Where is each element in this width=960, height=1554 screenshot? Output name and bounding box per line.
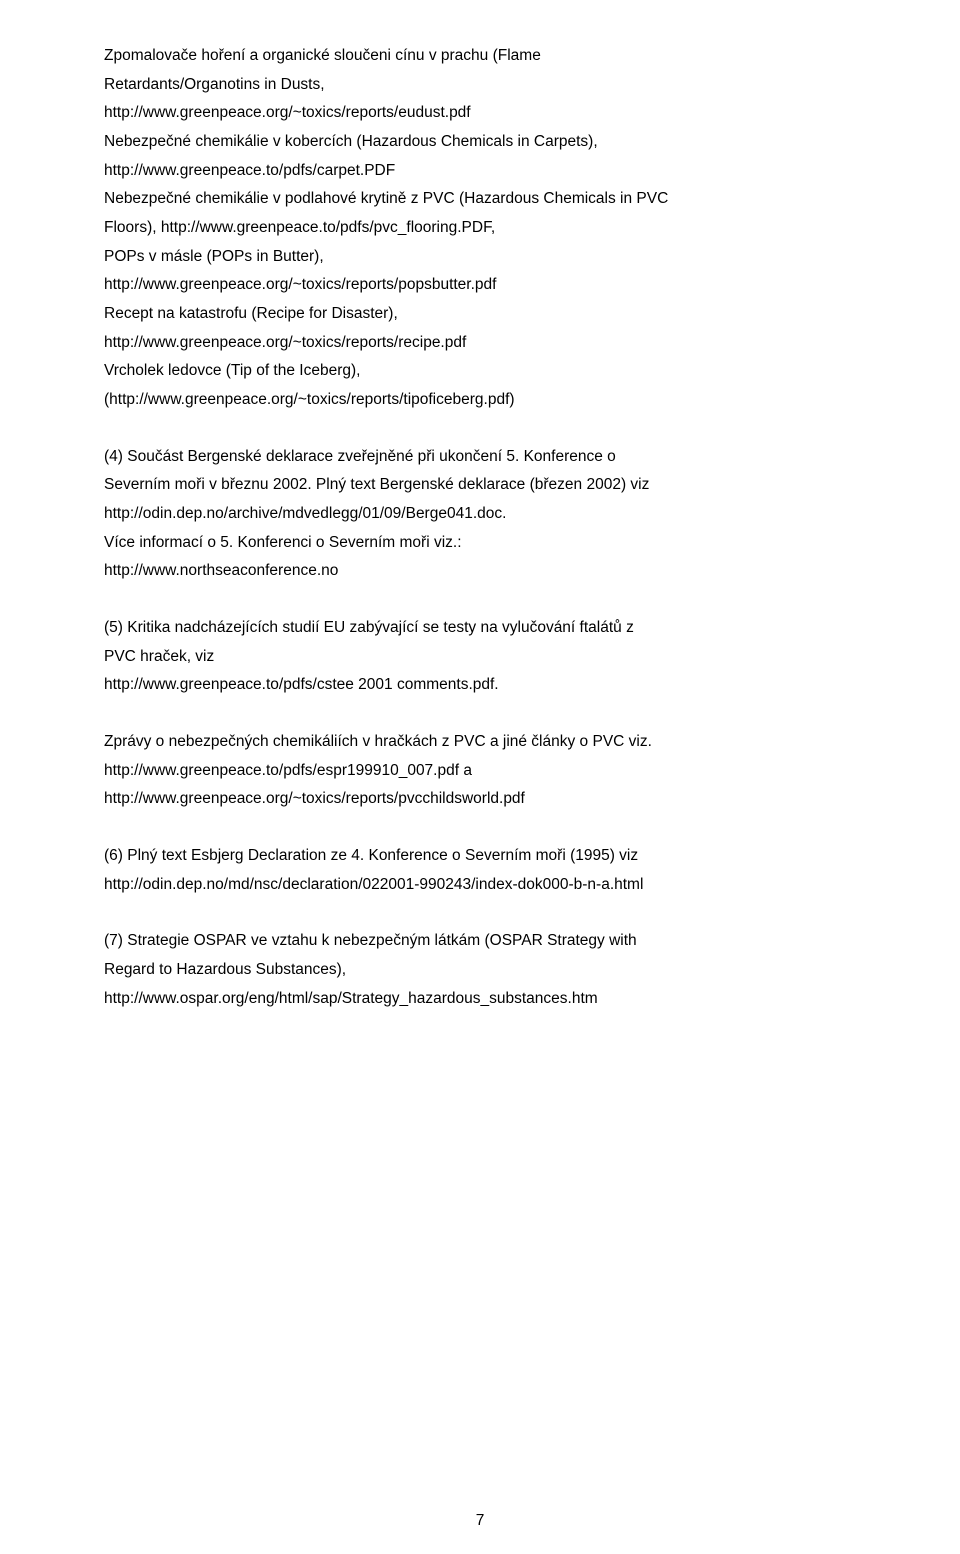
text-line: Vrcholek ledovce (Tip of the Iceberg), — [104, 357, 856, 386]
text-line: http://www.greenpeace.to/pdfs/carpet.PDF — [104, 157, 856, 186]
text-line: Nebezpečné chemikálie v podlahové krytin… — [104, 185, 856, 214]
text-line: http://www.greenpeace.org/~toxics/report… — [104, 99, 856, 128]
text-line: POPs v másle (POPs in Butter), — [104, 243, 856, 272]
text-line: Zprávy o nebezpečných chemikáliích v hra… — [104, 728, 856, 757]
text-line: Severním moři v březnu 2002. Plný text B… — [104, 471, 856, 500]
text-line: Nebezpečné chemikálie v kobercích (Hazar… — [104, 128, 856, 157]
text-line: Recept na katastrofu (Recipe for Disaste… — [104, 300, 856, 329]
text-line: http://www.ospar.org/eng/html/sap/Strate… — [104, 985, 856, 1014]
text-line: http://www.greenpeace.to/pdfs/cstee 2001… — [104, 671, 856, 700]
paragraph-2: (4) Součást Bergenské deklarace zveřejně… — [104, 443, 856, 586]
text-line: http://www.greenpeace.org/~toxics/report… — [104, 785, 856, 814]
text-line: (5) Kritika nadcházejících studií EU zab… — [104, 614, 856, 643]
paragraph-1: Zpomalovače hoření a organické sloučeni … — [104, 42, 856, 415]
text-line: (4) Součást Bergenské deklarace zveřejně… — [104, 443, 856, 472]
paragraph-5: (6) Plný text Esbjerg Declaration ze 4. … — [104, 842, 856, 899]
paragraph-3: (5) Kritika nadcházejících studií EU zab… — [104, 614, 856, 700]
text-line: (6) Plný text Esbjerg Declaration ze 4. … — [104, 842, 856, 871]
text-line: (http://www.greenpeace.org/~toxics/repor… — [104, 386, 856, 415]
text-line: Retardants/Organotins in Dusts, — [104, 71, 856, 100]
text-line: Více informací o 5. Konferenci o Severní… — [104, 529, 856, 558]
text-line: Regard to Hazardous Substances), — [104, 956, 856, 985]
paragraph-6: (7) Strategie OSPAR ve vztahu k nebezpeč… — [104, 927, 856, 1013]
paragraph-4: Zprávy o nebezpečných chemikáliích v hra… — [104, 728, 856, 814]
text-line: Floors), http://www.greenpeace.to/pdfs/p… — [104, 214, 856, 243]
text-line: Zpomalovače hoření a organické sloučeni … — [104, 42, 856, 71]
text-line: http://www.northseaconference.no — [104, 557, 856, 586]
text-line: http://odin.dep.no/md/nsc/declaration/02… — [104, 871, 856, 900]
text-line: http://www.greenpeace.org/~toxics/report… — [104, 271, 856, 300]
text-line: http://www.greenpeace.to/pdfs/espr199910… — [104, 757, 856, 786]
text-line: http://www.greenpeace.org/~toxics/report… — [104, 329, 856, 358]
text-line: PVC hraček, viz — [104, 643, 856, 672]
page-number: 7 — [0, 1507, 960, 1536]
document-page: Zpomalovače hoření a organické sloučeni … — [0, 0, 960, 1554]
text-line: (7) Strategie OSPAR ve vztahu k nebezpeč… — [104, 927, 856, 956]
text-line: http://odin.dep.no/archive/mdvedlegg/01/… — [104, 500, 856, 529]
